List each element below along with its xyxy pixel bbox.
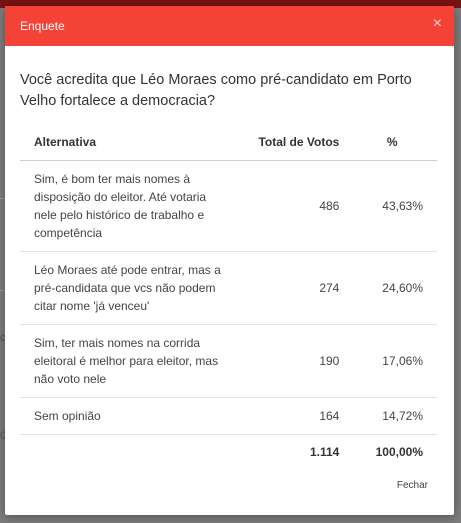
alternative-cell: Léo Moraes até pode entrar, mas a pré-ca… (20, 251, 230, 325)
column-header-votes: Total de Votos (229, 123, 348, 161)
table-row: Sim, ter mais nomes na corrida eleitoral… (20, 324, 437, 398)
poll-question: Você acredita que Léo Moraes como pré-ca… (20, 72, 412, 109)
percent-cell: 17,06% (347, 324, 437, 398)
background-header-strip (0, 0, 461, 8)
percent-cell: 24,60% (347, 251, 437, 325)
votes-cell: 274 (229, 251, 348, 325)
poll-modal: Enquete × Você acredita que Léo Moraes c… (5, 6, 454, 515)
modal-header: Enquete × (5, 6, 454, 46)
modal-title: Enquete (20, 19, 65, 33)
percent-cell: 43,63% (347, 160, 437, 252)
votes-cell: 164 (229, 397, 348, 435)
alternative-cell: Sem opinião (20, 397, 230, 435)
close-icon[interactable]: × (432, 15, 442, 32)
table-row: Léo Moraes até pode entrar, mas a pré-ca… (20, 251, 437, 325)
total-percent: 100,00% (347, 434, 437, 468)
poll-results-table: Alternativa Total de Votos % Sim, é bom … (20, 123, 437, 468)
total-row: 1.114 100,00% (20, 434, 437, 468)
close-button[interactable]: Fechar (396, 480, 428, 491)
table-header-row: Alternativa Total de Votos % (20, 123, 437, 161)
background-divider (0, 198, 6, 199)
column-header-alternative: Alternativa (20, 123, 230, 161)
table-row: Sem opinião 164 14,72% (20, 397, 437, 435)
alternative-cell: Sim, ter mais nomes na corrida eleitoral… (20, 324, 230, 398)
percent-cell: 14,72% (347, 397, 437, 435)
total-label-cell (20, 434, 230, 468)
background-text-fragment: 0 (0, 430, 7, 442)
total-votes: 1.114 (229, 434, 348, 468)
votes-cell: 486 (229, 160, 348, 252)
votes-cell: 190 (229, 324, 348, 398)
table-row: Sim, é bom ter mais nomes à disposição d… (20, 160, 437, 252)
column-header-percent: % (347, 123, 437, 161)
alternative-cell: Sim, é bom ter mais nomes à disposição d… (20, 160, 230, 252)
background-divider (0, 290, 6, 291)
background-text-fragment: c (0, 332, 6, 344)
